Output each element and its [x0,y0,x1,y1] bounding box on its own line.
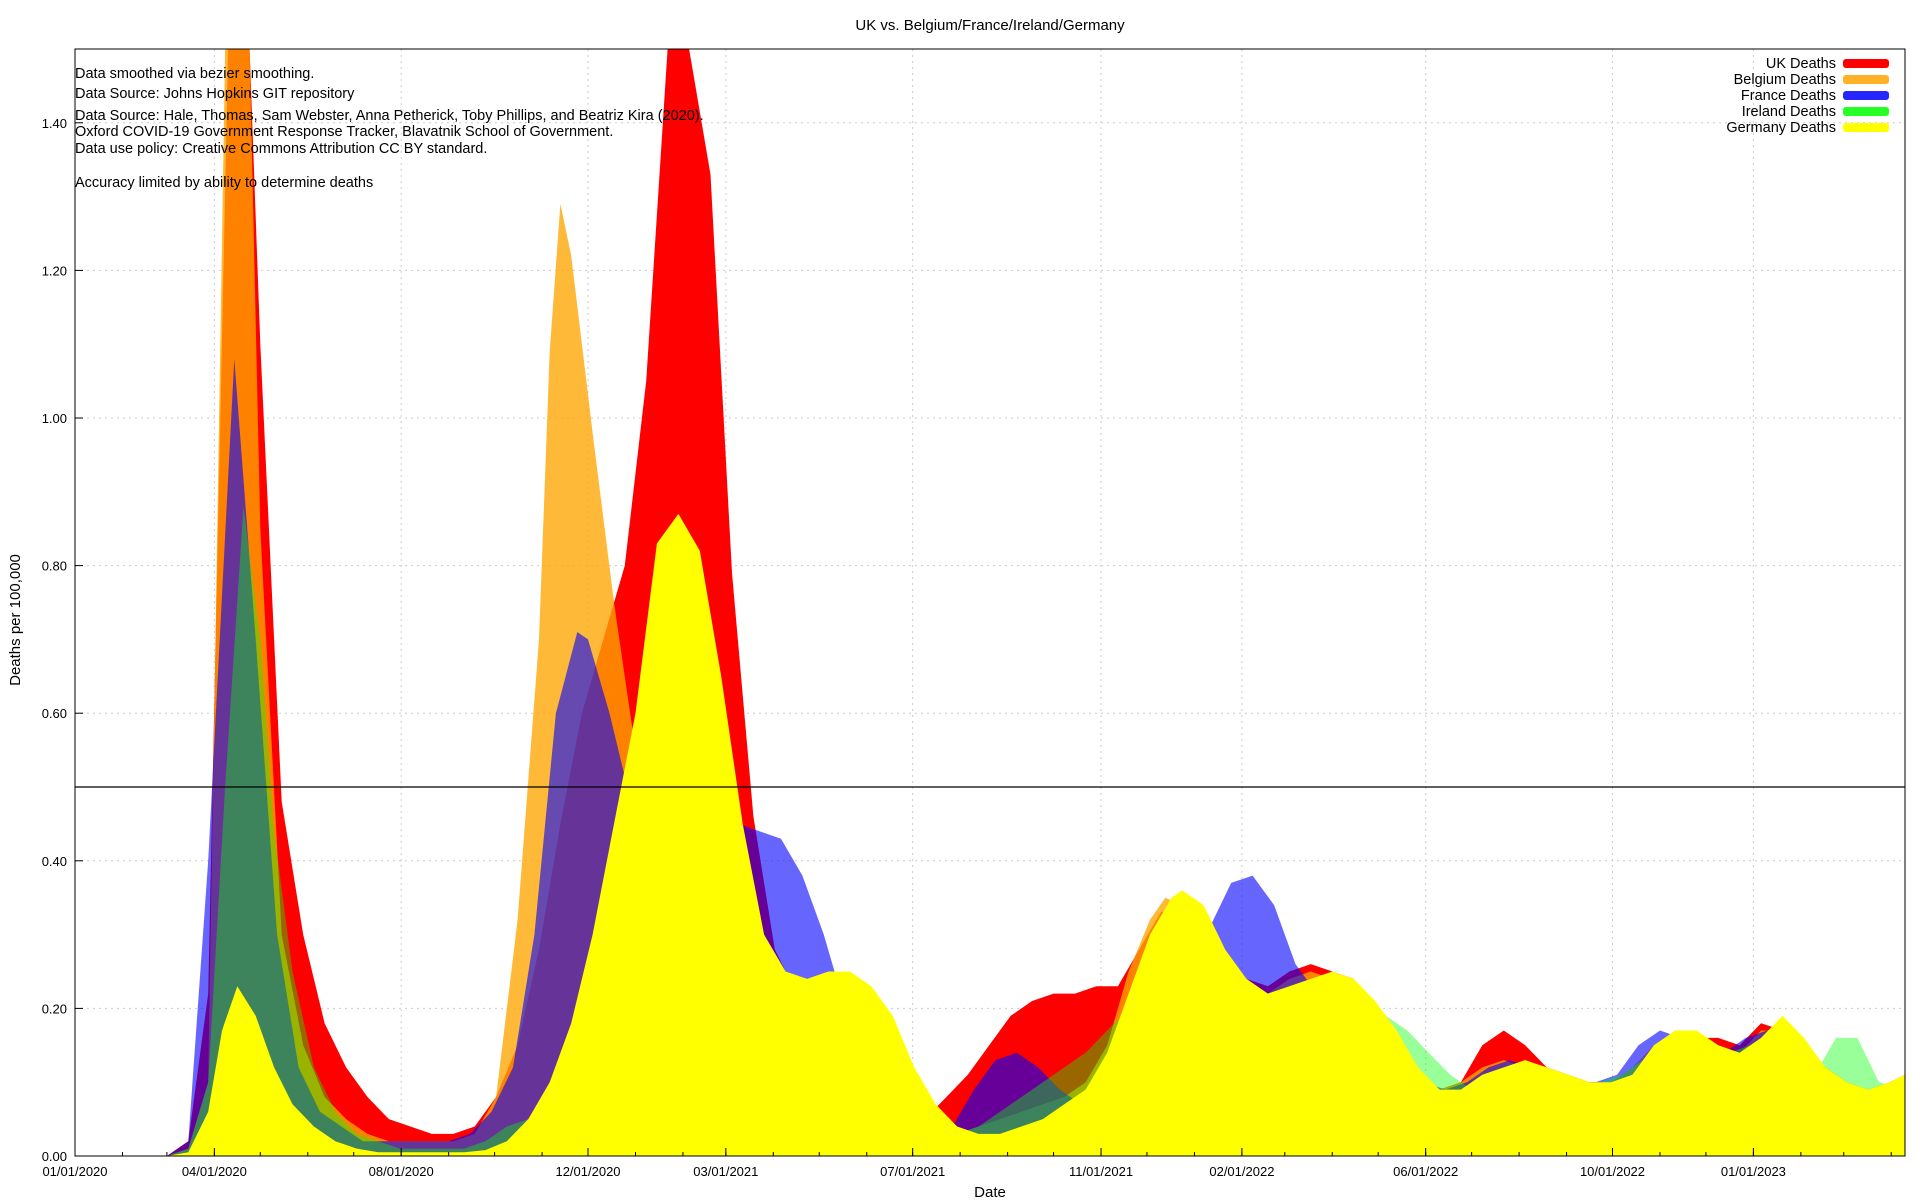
plot-frame [74,48,1906,1157]
x-axis-label: Date [974,1184,1006,1200]
y-tick-label: 1.20 [42,263,67,278]
area-germany-deaths [166,513,1905,1156]
legend-label: Belgium Deaths [1734,72,1836,88]
x-tick-label: 04/01/2020 [182,1164,247,1179]
legend-swatch [1843,123,1889,132]
y-axis-ticks: 0.00 0.20 0.40 0.60 0.80 1.00 1.20 1.40 [42,116,83,1164]
y-tick-label: 0.80 [42,559,67,574]
x-tick-label: 02/01/2022 [1209,1164,1274,1179]
annotation-accuracy: Accuracy limited by ability to determine… [75,175,373,191]
x-tick-label: 01/01/2023 [1721,1164,1786,1179]
x-tick-label: 08/01/2020 [369,1164,434,1179]
legend-swatch [1843,107,1889,116]
series-areas [166,49,1905,1157]
annotation-oxford-tracker: Oxford COVID-19 Government Response Trac… [75,124,613,140]
legend-label: UK Deaths [1766,56,1836,72]
chart-title: UK vs. Belgium/France/Ireland/Germany [855,17,1125,34]
x-tick-label: 10/01/2022 [1580,1164,1645,1179]
x-axis-ticks: 01/01/2020 04/01/2020 08/01/2020 12/01/2020… [42,1148,1892,1179]
legend-label: France Deaths [1741,88,1836,104]
legend-swatch [1843,59,1889,68]
x-tick-label: 11/01/2021 [1069,1164,1133,1179]
y-tick-label: 0.00 [42,1149,67,1164]
x-tick-label: 06/01/2022 [1393,1164,1458,1179]
annotation-source-jhu: Data Source: Johns Hopkins GIT repositor… [75,86,355,102]
x-tick-label: 03/01/2021 [693,1164,758,1179]
legend-swatch [1843,91,1889,100]
y-tick-label: 0.60 [42,706,67,721]
annotation-smoothing: Data smoothed via bezier smoothing. [75,66,314,82]
y-tick-label: 0.20 [42,1001,67,1016]
y-tick-label: 1.40 [42,116,67,131]
annotation-source-oxford: Data Source: Hale, Thomas, Sam Webster, … [75,108,704,124]
y-axis-label: Deaths per 100,000 [7,554,24,686]
y-tick-label: 1.00 [42,411,67,426]
legend-label: Germany Deaths [1726,120,1836,136]
x-tick-label: 07/01/2021 [880,1164,945,1179]
legend-swatch [1843,75,1889,84]
x-tick-label: 01/01/2020 [42,1164,107,1179]
annotations: Data smoothed via bezier smoothing. Data… [75,66,704,191]
legend-label: Ireland Deaths [1742,104,1836,120]
y-tick-label: 0.40 [42,854,67,869]
x-tick-label: 12/01/2020 [555,1164,620,1179]
annotation-data-policy: Data use policy: Creative Commons Attrib… [75,141,487,157]
